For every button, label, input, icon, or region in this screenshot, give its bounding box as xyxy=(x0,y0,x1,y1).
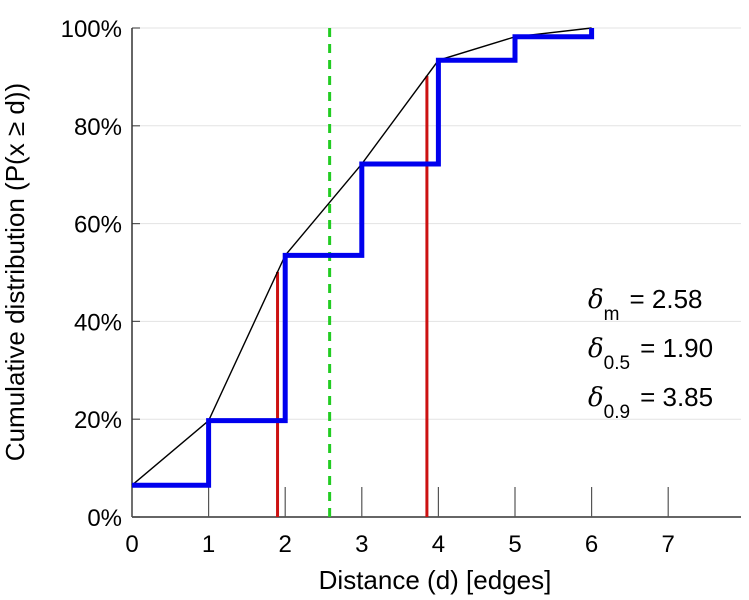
x-axis-label: Distance (d) [edges] xyxy=(319,565,552,595)
stat-annotation: δ0.5 = 1.90 xyxy=(588,333,713,374)
delta-subscript: m xyxy=(604,304,620,325)
x-tick-label: 2 xyxy=(279,531,292,558)
x-tick-label: 6 xyxy=(585,531,598,558)
x-tick-label: 4 xyxy=(432,531,445,558)
x-tick-label: 1 xyxy=(202,531,215,558)
stat-annotation: δ0.9 = 3.85 xyxy=(588,382,713,423)
y-tick-label: 80% xyxy=(74,114,122,141)
stat-text: δ0.9 = 3.85 xyxy=(588,382,713,423)
y-tick-label: 100% xyxy=(61,16,122,43)
delta-value: = 3.85 xyxy=(640,382,713,412)
delta-subscript: 0.9 xyxy=(604,402,630,423)
delta-value: = 2.58 xyxy=(629,284,702,314)
tick-labels: 0% 20% 40% 60% 80% 100% 0 1 2 3 4 5 6 7 xyxy=(61,16,675,558)
x-tick-label: 0 xyxy=(125,531,138,558)
delta-symbol: δ xyxy=(588,383,604,413)
stat-text: δ0.5 = 1.90 xyxy=(588,333,713,374)
reference-lines xyxy=(276,28,429,517)
axes xyxy=(131,27,741,518)
stat-text: δm = 2.58 xyxy=(588,284,703,325)
y-tick-label: 0% xyxy=(87,505,122,532)
x-tick-label: 5 xyxy=(508,531,521,558)
series xyxy=(131,27,595,488)
x-tick-label: 7 xyxy=(662,531,675,558)
delta-symbol: δ xyxy=(588,285,604,315)
delta-symbol: δ xyxy=(588,334,604,364)
y-tick-label: 20% xyxy=(74,407,122,434)
delta-value: = 1.90 xyxy=(640,333,713,363)
y-axis-label: Cumulative distribution (P(x ≥ d)) xyxy=(0,83,30,461)
y-tick-label: 40% xyxy=(74,309,122,336)
y-tick-label: 60% xyxy=(74,212,122,239)
x-tick-label: 3 xyxy=(355,531,368,558)
step-series xyxy=(132,28,595,488)
stat-annotation: δm = 2.58 xyxy=(588,284,703,325)
delta-subscript: 0.5 xyxy=(604,353,630,374)
grid xyxy=(132,27,741,420)
